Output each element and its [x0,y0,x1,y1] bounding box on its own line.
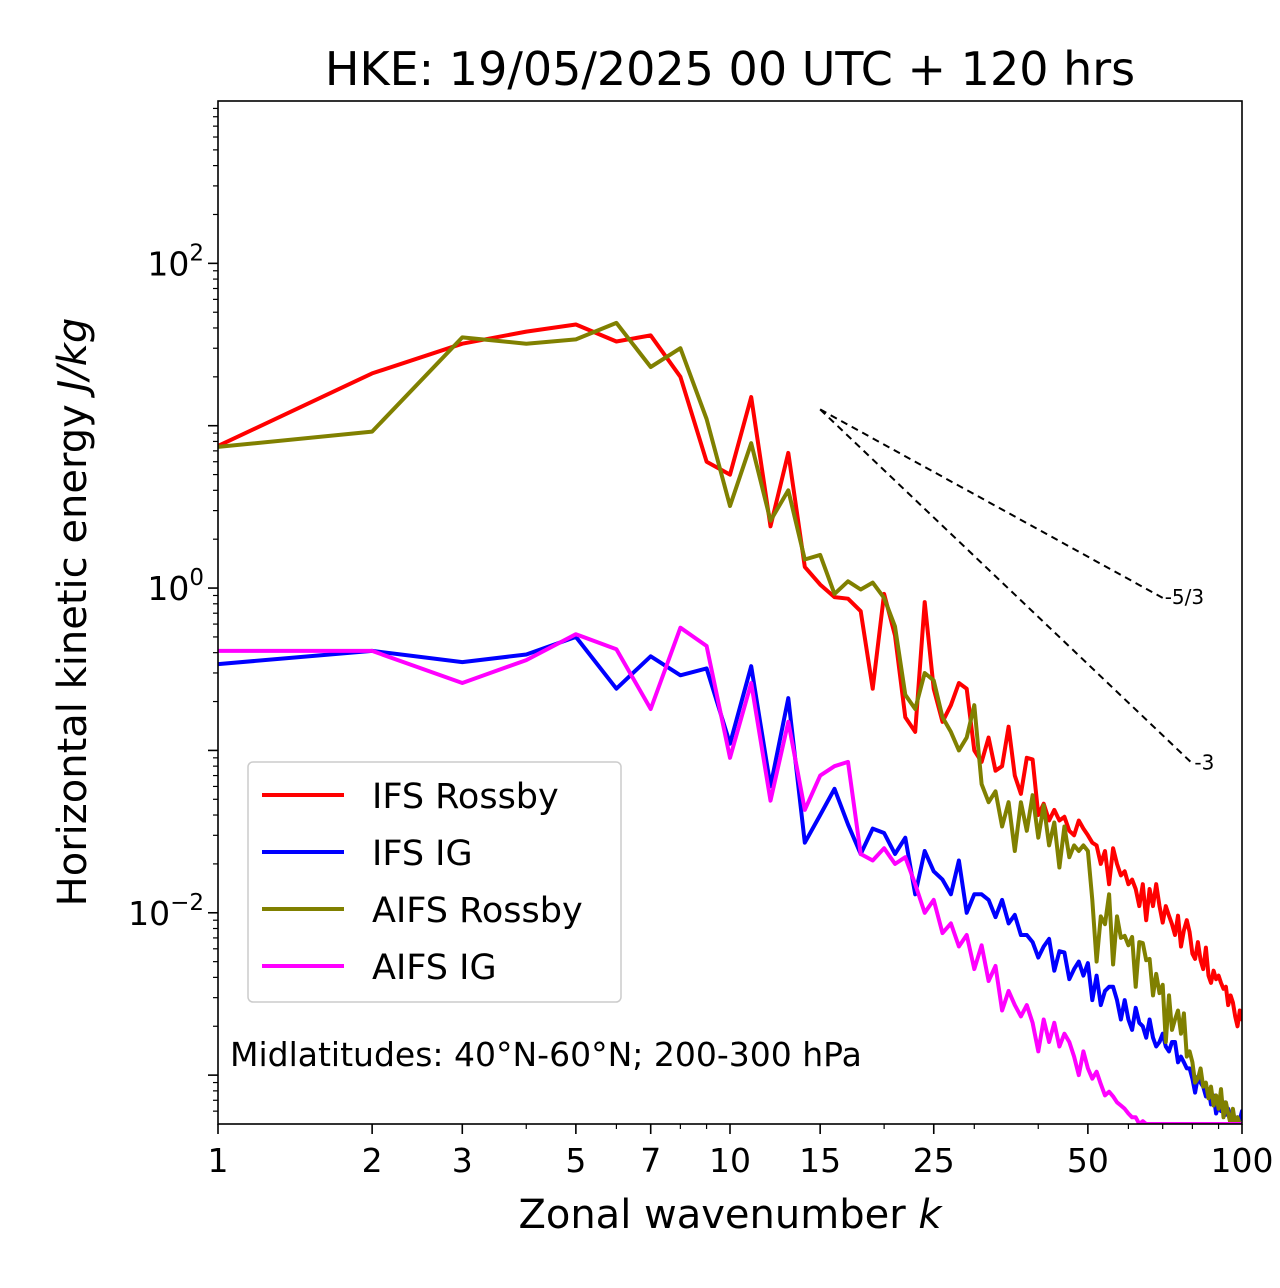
series-line-aifs-rossby [218,320,1242,1124]
x-tick-label: 100 [1211,1141,1274,1180]
x-tick-label: 5 [565,1141,586,1180]
x-tick-label: 25 [913,1141,955,1180]
x-tick-label: 50 [1067,1141,1109,1180]
series-layer [218,320,1242,1124]
legend: IFS Rossby IFS IG AIFS Rossby AIFS IG [247,761,622,1003]
x-tick-label: 15 [799,1141,841,1180]
reference-line-slope-3 [819,408,1194,765]
reference-slope-lines: -5/3 -3 [819,408,1214,775]
legend-label-ifs-rossby: IFS Rossby [372,777,559,817]
legend-label-aifs-ig: AIFS IG [372,948,497,988]
y-axis-label-text: Horizontal kinetic energy [50,392,96,907]
y-tick-label: 102 [147,240,204,283]
y-axis-label-unit: J/kg [50,318,96,399]
legend-box [247,761,622,1003]
y-tick-label: 100 [147,565,204,608]
x-tick-label: 10 [709,1141,751,1180]
axis-ticks: 1 2 3 5 7 10 15 25 50 100 10−2 100 102 [128,107,1274,1180]
y-tick-label: 10−2 [128,890,204,933]
legend-label-ifs-ig: IFS IG [372,834,473,874]
y-axis-label: Horizontal kinetic energy J/kg [50,318,96,907]
x-tick-label: 2 [362,1141,383,1180]
x-axis-label: Zonal wavenumber k [518,1192,943,1238]
chart-title: HKE: 19/05/2025 00 UTC + 120 hrs [325,42,1135,96]
x-tick-label: 7 [640,1141,661,1180]
series-line-aifs-ig [218,625,1242,1124]
x-tick-label: 1 [208,1141,229,1180]
series-line-ifs-rossby [218,322,1242,1029]
reference-label-slope-3: -3 [1194,751,1214,775]
reference-label-slope-5-3: -5/3 [1165,585,1204,609]
reference-line-slope-5-3 [819,408,1164,599]
region-annotation: Midlatitudes: 40°N-60°N; 200-300 hPa [230,1035,862,1074]
x-tick-label: 3 [452,1141,473,1180]
x-axis-label-variable: k [918,1192,943,1238]
x-axis-label-text: Zonal wavenumber [518,1192,918,1238]
legend-label-aifs-rossby: AIFS Rossby [372,891,583,931]
